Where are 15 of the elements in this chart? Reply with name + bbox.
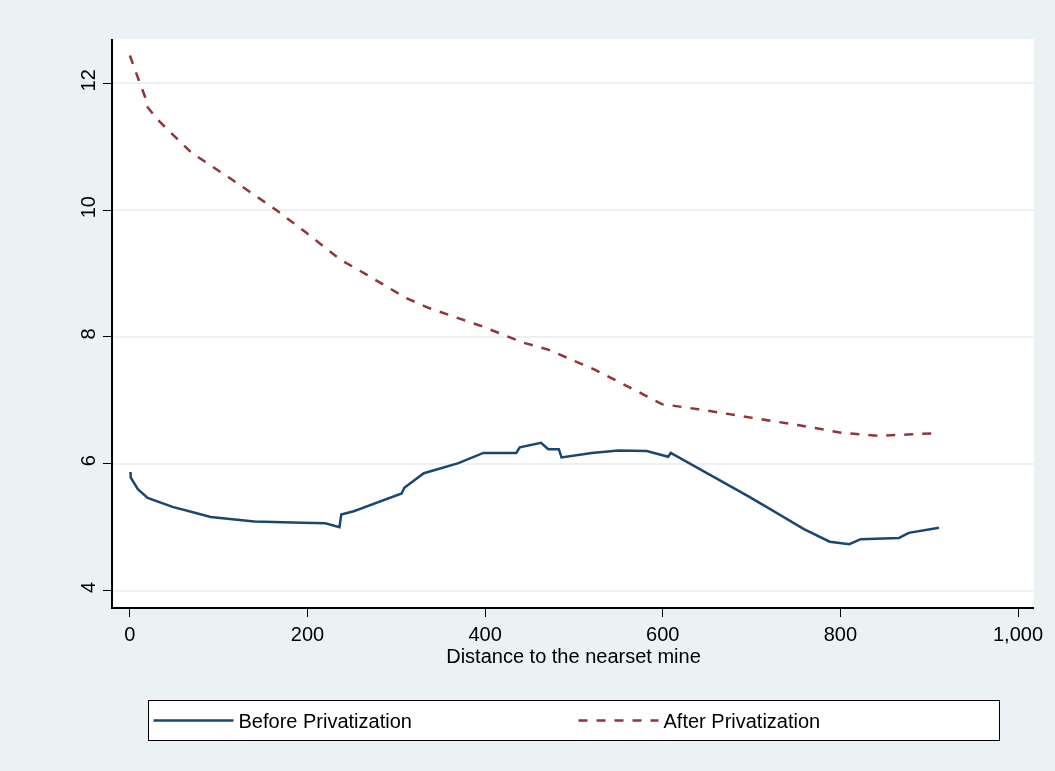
- legend-label: Before Privatization: [238, 710, 412, 733]
- y-tick-label: 6: [77, 455, 100, 467]
- y-tick-label: 4: [77, 581, 100, 594]
- y-tick-label: 12: [77, 69, 100, 92]
- x-tick-label: 200: [290, 622, 325, 645]
- x-tick-label: 600: [646, 622, 680, 645]
- line-series: [129, 441, 941, 546]
- x-tick-label: 0: [124, 622, 136, 645]
- y-tick-label: 8: [77, 328, 100, 340]
- x-axis-title: Distance to the nearset mine: [446, 644, 701, 667]
- legend-label: After Privatization: [663, 710, 821, 733]
- y-tick-label: 10: [77, 196, 100, 219]
- x-tick-label: 800: [823, 622, 858, 645]
- x-tick-label: 400: [468, 622, 502, 645]
- x-tick-label: 1,000: [992, 622, 1044, 645]
